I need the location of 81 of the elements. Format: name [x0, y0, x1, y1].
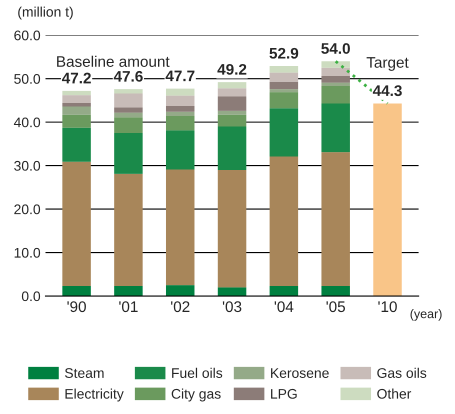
x-tick-label: '04 [274, 301, 294, 312]
total-label: 47.2 [62, 72, 91, 84]
bar [218, 126, 246, 170]
bar [218, 88, 246, 96]
bar [62, 95, 91, 104]
total-label: 44.3 [372, 85, 402, 96]
bar [321, 103, 350, 152]
bar [166, 112, 194, 116]
bar [270, 108, 298, 156]
x-axis-title: (year) [410, 309, 442, 321]
bar [62, 103, 91, 106]
bar [321, 76, 350, 83]
y-tick-label: 0.0 [22, 291, 40, 302]
legend-label: Kerosene [271, 368, 329, 378]
bar [114, 174, 143, 286]
x-tick-label: '02 [171, 301, 190, 312]
y-tick-label: 40.0 [14, 117, 40, 128]
legend-label: Fuel oils [172, 368, 222, 378]
legend-label: Electricity [65, 388, 124, 402]
bar [270, 72, 298, 82]
bar [166, 170, 194, 286]
bar [114, 107, 143, 113]
bar [321, 61, 350, 68]
legend-label: Steam [64, 368, 104, 378]
y-tick-label: 10.0 [14, 248, 40, 258]
bar [270, 286, 298, 296]
bar [270, 156, 298, 286]
legend-label: Gas oils [377, 368, 426, 378]
bar [166, 88, 194, 96]
bar [114, 93, 143, 108]
x-tick-label: '05 [326, 301, 346, 312]
bar [270, 66, 298, 73]
bar [166, 106, 194, 112]
y-tick-label: 50.0 [14, 74, 40, 84]
y-tick-label: 60.0 [14, 30, 40, 40]
bar [218, 96, 246, 111]
bar [62, 106, 91, 115]
total-label: 52.9 [269, 48, 298, 59]
total-label: 47.7 [166, 70, 194, 82]
bar [270, 82, 298, 90]
bar [321, 286, 350, 296]
bar [166, 96, 194, 106]
bar [62, 128, 91, 162]
bar [321, 152, 350, 286]
bar [114, 89, 143, 94]
bar [321, 82, 350, 86]
y-axis-title: (million t) [18, 6, 73, 20]
bar [218, 170, 246, 288]
x-tick-label: '03 [222, 301, 242, 312]
bar [114, 286, 143, 296]
bar [62, 90, 91, 96]
bar [321, 86, 350, 104]
bar [321, 68, 350, 76]
bar [62, 162, 91, 286]
annotation: Baseline amount [57, 56, 170, 67]
legend-label: LPG [271, 388, 297, 399]
bar [114, 133, 143, 174]
bar [373, 103, 402, 296]
bar [166, 285, 194, 296]
x-tick-label: '01 [119, 301, 138, 312]
bar [218, 82, 246, 88]
bar [270, 89, 298, 92]
total-label: 54.0 [321, 43, 350, 54]
bar [114, 112, 143, 118]
bar [114, 117, 143, 133]
x-tick-label: '90 [67, 301, 86, 312]
x-tick-label: '10 [378, 301, 397, 312]
y-tick-label: 30.0 [14, 160, 40, 171]
legend-label: Other [377, 388, 412, 399]
bar [62, 286, 91, 296]
bar [166, 130, 194, 170]
bar [62, 114, 91, 128]
bar [218, 287, 246, 296]
total-label: 47.6 [114, 70, 143, 82]
bar [166, 116, 194, 130]
bar [218, 114, 246, 126]
bar [270, 92, 298, 108]
y-tick-label: 20.0 [14, 204, 40, 214]
legend-label: City gas [172, 388, 221, 402]
total-label: 49.2 [217, 64, 246, 75]
annotation: Target [366, 57, 409, 71]
